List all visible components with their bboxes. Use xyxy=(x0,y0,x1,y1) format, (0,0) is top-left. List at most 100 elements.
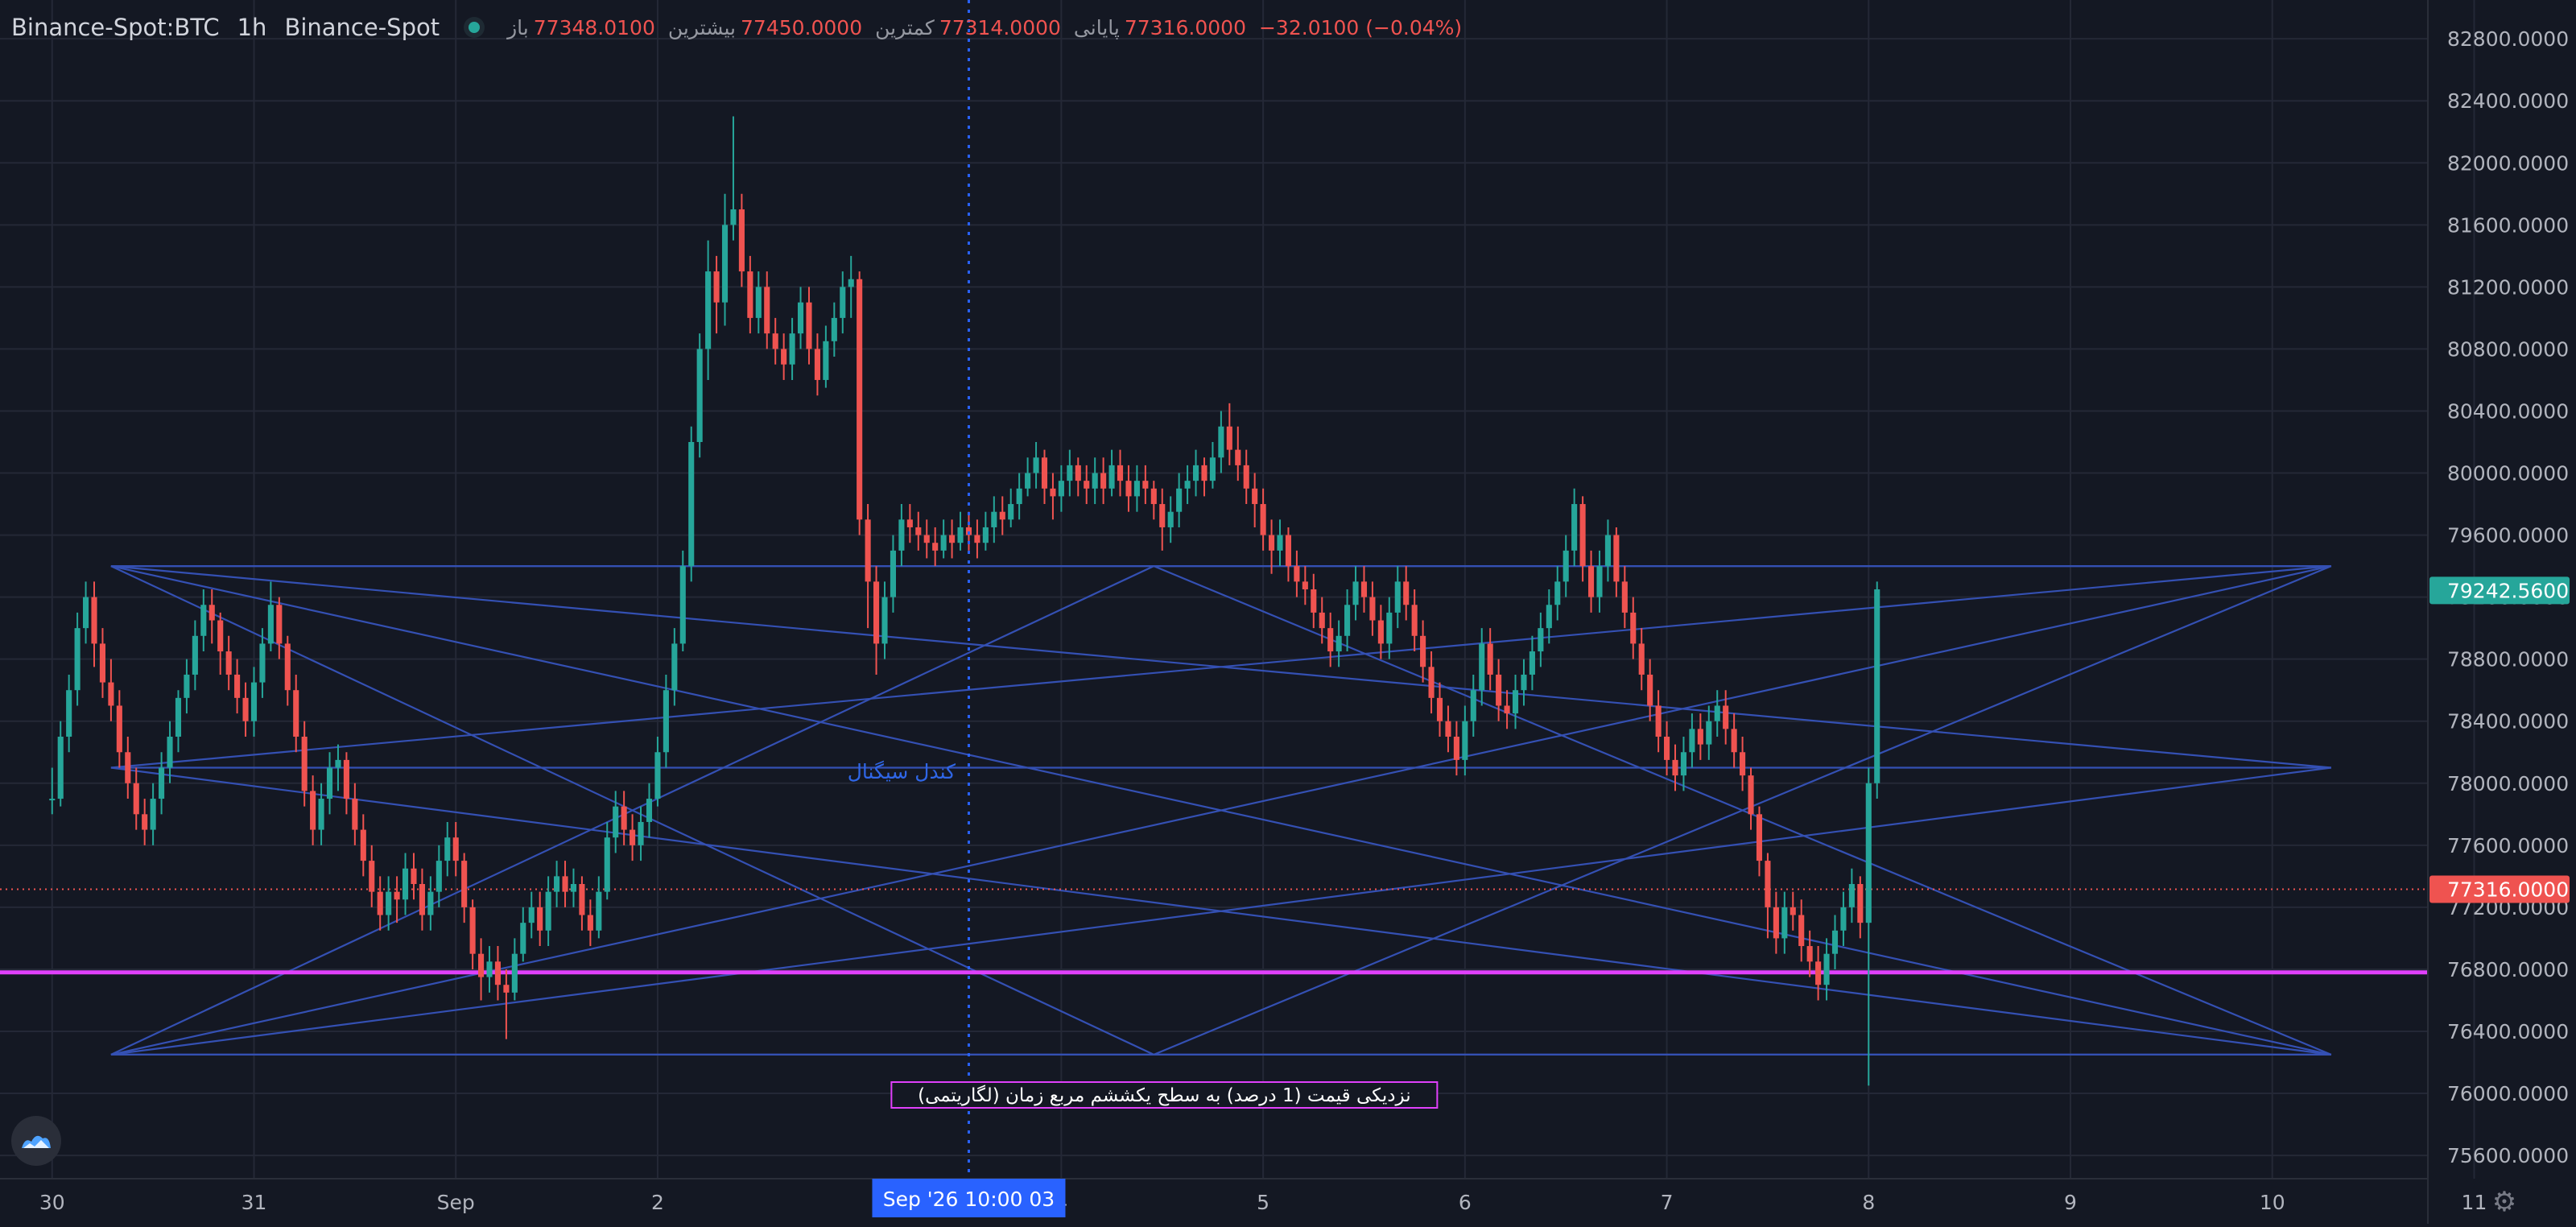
candle-body xyxy=(267,605,274,644)
candle-body xyxy=(1319,612,1325,629)
candle-body xyxy=(554,876,560,892)
candle xyxy=(1176,473,1183,527)
candle-body xyxy=(764,287,770,334)
price-tick-label: 80000.0000 xyxy=(2447,462,2569,485)
candle-body xyxy=(1831,930,1839,954)
candle xyxy=(1546,589,1552,644)
candle-body xyxy=(192,635,198,675)
candle-body xyxy=(452,837,459,861)
candle-body xyxy=(898,519,905,551)
candle xyxy=(562,861,568,907)
candle xyxy=(1638,628,1645,691)
candle xyxy=(276,597,283,659)
candle xyxy=(621,791,627,845)
candle-body xyxy=(217,620,224,652)
candle xyxy=(1496,659,1502,721)
candle-body xyxy=(747,271,753,318)
candle xyxy=(444,821,451,877)
candle-body xyxy=(1243,465,1249,489)
candle xyxy=(234,659,241,714)
candle xyxy=(1403,566,1410,621)
candle-body xyxy=(343,759,349,799)
candle-body xyxy=(57,737,64,799)
candle-body xyxy=(1664,737,1670,760)
candle-body xyxy=(436,861,442,892)
candle xyxy=(654,737,661,807)
gear-icon[interactable]: ⚙ xyxy=(2491,1186,2517,1218)
candle-body xyxy=(1150,488,1157,505)
candle-body xyxy=(1765,861,1771,907)
candle-body xyxy=(1386,612,1393,644)
candle-body xyxy=(1360,581,1368,597)
price-tick-label: 78400.0000 xyxy=(2447,710,2569,733)
candle-body xyxy=(1445,721,1451,737)
candle-body xyxy=(663,690,669,753)
change-value: −32.0100 (−0.04%) xyxy=(1258,15,1463,39)
candle xyxy=(570,868,577,907)
candle xyxy=(1033,442,1039,489)
candle-body xyxy=(865,519,871,582)
candle xyxy=(1386,597,1393,659)
candle-body xyxy=(1184,481,1191,489)
candle xyxy=(1604,519,1611,582)
candle-body xyxy=(1655,705,1662,737)
price-tick-label: 77600.0000 xyxy=(2447,834,2569,857)
candle xyxy=(427,876,434,931)
candle xyxy=(613,791,619,853)
open-value: 77348.0100 xyxy=(533,15,655,39)
candle xyxy=(1428,651,1435,714)
candle xyxy=(1125,465,1132,512)
candle-body xyxy=(974,535,980,543)
candle xyxy=(1697,713,1703,760)
candle-body xyxy=(1823,953,1830,985)
candle xyxy=(419,868,425,931)
price-tick-label: 82800.0000 xyxy=(2447,27,2569,51)
candle-body xyxy=(1218,426,1224,458)
candle-body xyxy=(1714,705,1720,721)
candle xyxy=(982,511,989,551)
legend-symbol[interactable]: Binance-Spot:BTC xyxy=(11,14,220,41)
candle-body xyxy=(1436,697,1443,721)
candle xyxy=(965,511,972,551)
candle-body xyxy=(1311,589,1317,613)
candle-body xyxy=(1285,535,1292,567)
price-tick-label: 82400.0000 xyxy=(2447,89,2569,113)
candle xyxy=(1277,519,1283,567)
candle-body xyxy=(1260,504,1266,535)
candle-body xyxy=(1731,729,1737,753)
candle xyxy=(1285,527,1292,582)
candle xyxy=(949,519,956,559)
grid xyxy=(0,0,2475,1179)
legend-timeframe[interactable]: 1h xyxy=(237,14,267,41)
candle-body xyxy=(469,907,476,954)
candle xyxy=(74,612,80,706)
candle-body xyxy=(1538,628,1544,652)
price-tick-label: 78800.0000 xyxy=(2447,648,2569,671)
price-tick-label: 81200.0000 xyxy=(2447,275,2569,299)
candle xyxy=(1470,674,1476,737)
candle-body xyxy=(713,271,720,303)
legend-ohlc: باز 77348.0100 بیشترین 77450.0000 کمترین… xyxy=(507,16,1475,39)
candle xyxy=(1142,465,1149,505)
candle-body xyxy=(982,527,989,543)
candle xyxy=(663,674,669,768)
brand-logo-icon[interactable] xyxy=(11,1116,61,1166)
candle xyxy=(1319,597,1325,644)
candle-body xyxy=(159,767,165,799)
candle-body xyxy=(1840,907,1847,931)
candle xyxy=(1411,589,1418,652)
candle-body xyxy=(1647,674,1653,706)
candle-body xyxy=(1100,473,1107,489)
candle xyxy=(494,946,502,1001)
candle xyxy=(1848,868,1855,923)
candle-body xyxy=(915,527,922,535)
candle-body xyxy=(1352,581,1359,605)
candle xyxy=(436,845,442,907)
candle-body xyxy=(1159,504,1166,527)
candle xyxy=(1159,488,1166,551)
candle xyxy=(940,519,947,559)
candle-body xyxy=(1377,620,1384,644)
candle xyxy=(159,752,165,815)
